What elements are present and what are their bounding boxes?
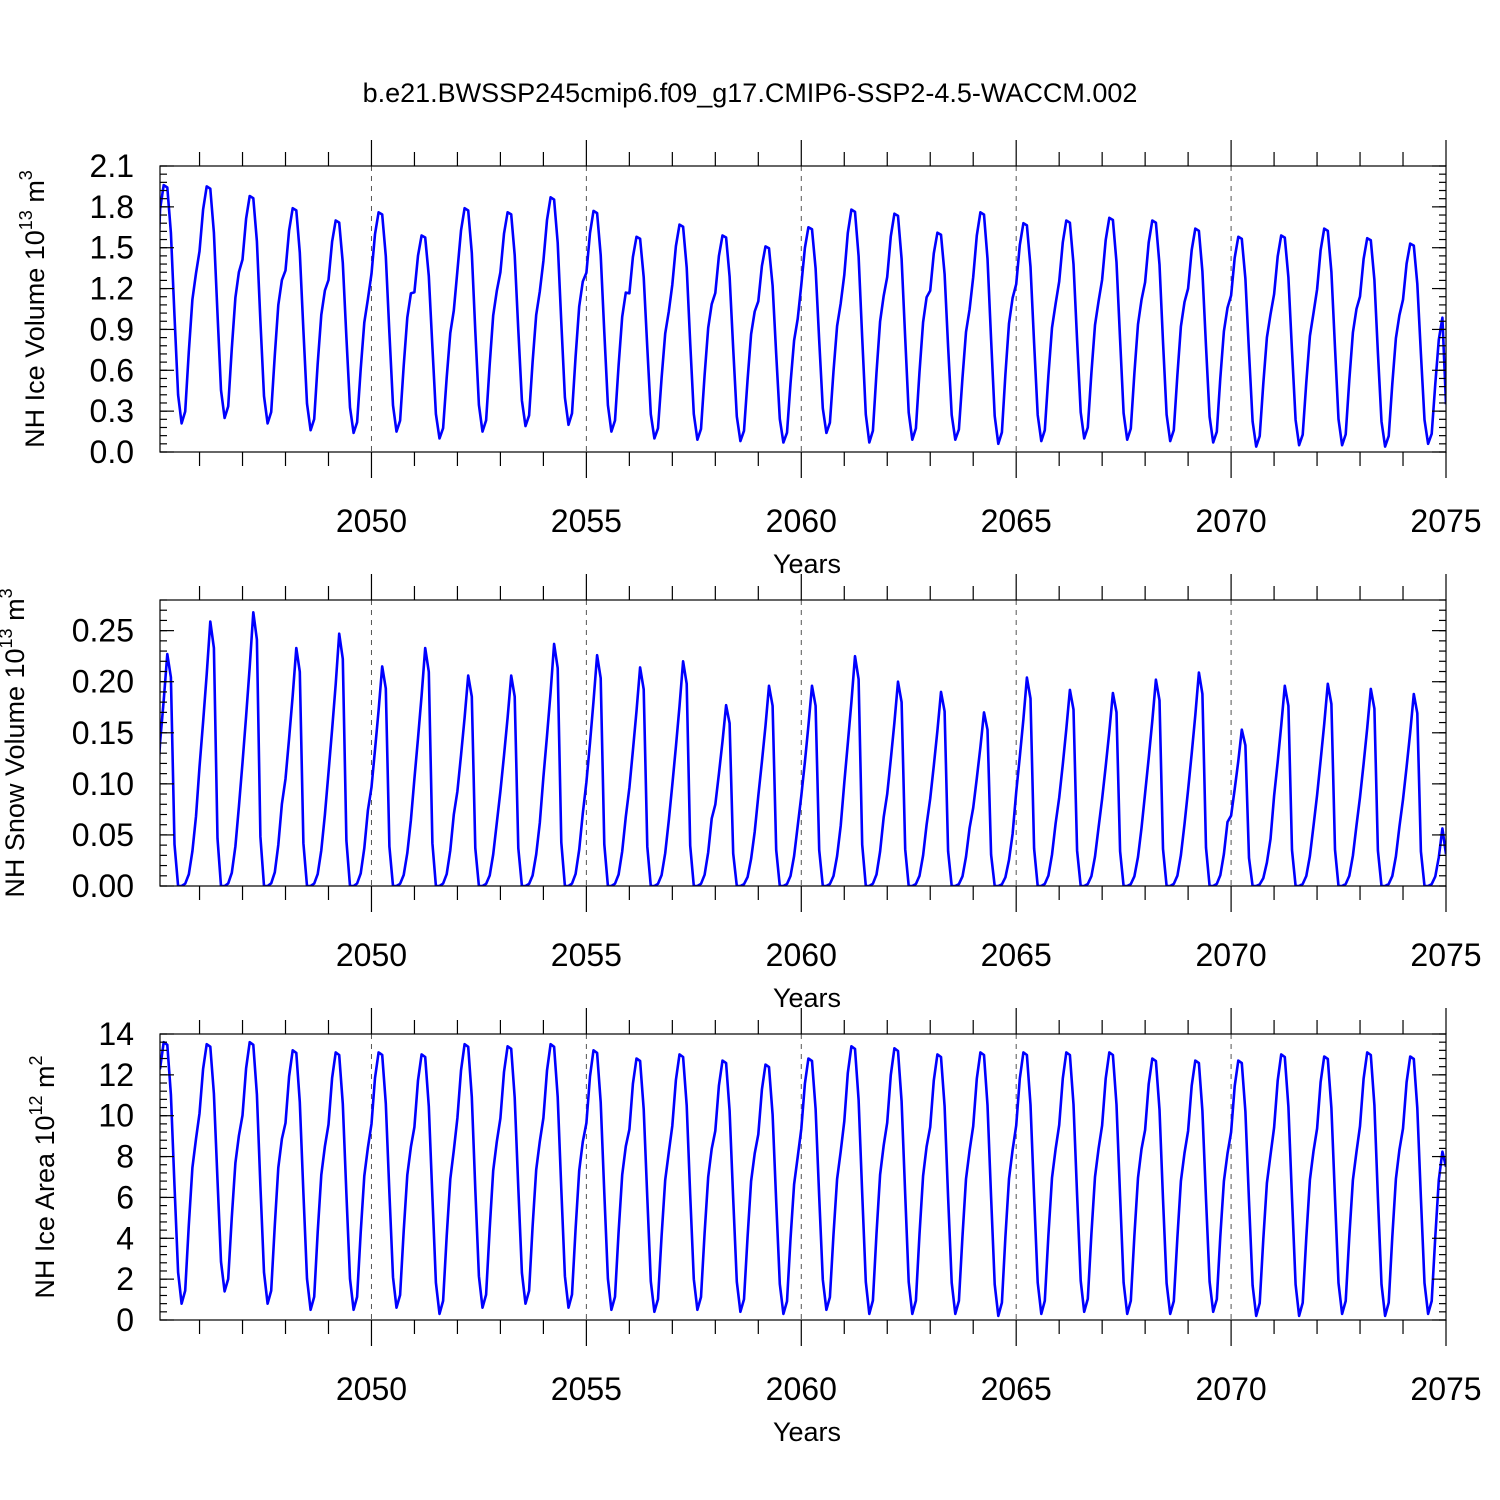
- chart-panel-ice_volume: 0.0 0.3 0.6 0.9 1.2 1.5 1.8 2.1 2050 2055 2060 2065…: [16, 140, 1482, 579]
- x-tick-label: 2055: [551, 503, 622, 539]
- y-tick-label: 0.10: [72, 766, 134, 802]
- chart-panel-ice_area: 0 2 4 6 8 10 12 14 2050 2055 2060 2065 2070 2075 Years…: [26, 1008, 1482, 1447]
- x-axis-label: Years: [773, 549, 841, 579]
- plot-frame: [159, 1033, 1447, 1321]
- x-tick-label: 2060: [766, 1371, 837, 1407]
- x-tick-label: 2050: [336, 503, 407, 539]
- y-tick-label: 0.20: [72, 664, 134, 700]
- x-tick-label: 2065: [981, 937, 1052, 973]
- y-axis-label-exponent: 13: [16, 210, 36, 230]
- y-tick-label: 14: [98, 1016, 134, 1052]
- y-axis-label: NH Snow Volume 1013 m3: [0, 588, 30, 897]
- y-tick-label: 1.2: [90, 271, 134, 307]
- y-axis-label: NH Ice Area 1012 m2: [26, 1055, 60, 1298]
- y-tick-label: 0.25: [72, 613, 134, 649]
- y-tick-label: 2.1: [90, 148, 134, 184]
- chart-panel-snow_volume: 0.00 0.05 0.10 0.15 0.20 0.25 2050 2055 2060 2065…: [0, 574, 1482, 1013]
- y-tick-label: 0.15: [72, 715, 134, 751]
- y-axis-label-unit-exponent: 3: [16, 170, 36, 180]
- plot-frame: [159, 599, 1447, 887]
- y-tick-label: 0.0: [90, 434, 134, 470]
- y-axis-label-unit: m: [0, 598, 30, 628]
- x-tick-label: 2060: [766, 503, 837, 539]
- y-tick-label: 0.6: [90, 352, 134, 388]
- x-tick-label: 2055: [551, 1371, 622, 1407]
- y-tick-label: 0: [116, 1302, 134, 1338]
- y-axis-label-exponent: 13: [0, 628, 16, 648]
- y-axis-label-unit-exponent: 3: [0, 588, 16, 598]
- x-tick-label: 2070: [1195, 937, 1266, 973]
- y-tick-label: 1.5: [90, 230, 134, 266]
- series-line-ice_area: [160, 1040, 1446, 1318]
- y-tick-label: 12: [98, 1057, 134, 1093]
- y-tick-label: 0.00: [72, 868, 134, 904]
- y-tick-label: 4: [116, 1220, 134, 1256]
- x-tick-label: 2075: [1410, 937, 1481, 973]
- x-tick-label: 2065: [981, 503, 1052, 539]
- x-tick-label: 2055: [551, 937, 622, 973]
- series-line-snow_volume: [160, 611, 1446, 886]
- y-axis-label-main: NH Ice Volume 10: [20, 230, 50, 448]
- y-tick-label: 6: [116, 1179, 134, 1215]
- y-tick-label: 0.05: [72, 817, 134, 853]
- x-tick-label: 2060: [766, 937, 837, 973]
- y-tick-label: 8: [116, 1139, 134, 1175]
- x-tick-label: 2065: [981, 1371, 1052, 1407]
- series-line-ice_volume: [160, 183, 1446, 448]
- y-axis-label-unit-exponent: 2: [26, 1055, 46, 1065]
- y-axis-label-exponent: 12: [26, 1095, 46, 1115]
- plot-frame: [159, 165, 1447, 453]
- x-axis-label: Years: [773, 1417, 841, 1447]
- y-axis-label: NH Ice Volume 1013 m3: [16, 170, 50, 448]
- y-axis-label-unit: m: [30, 1065, 60, 1095]
- x-tick-label: 2070: [1195, 1371, 1266, 1407]
- y-tick-label: 10: [98, 1098, 134, 1134]
- x-tick-label: 2050: [336, 937, 407, 973]
- y-axis-label-unit: m: [20, 180, 50, 210]
- figure-title: b.e21.BWSSP245cmip6.f09_g17.CMIP6-SSP2-4…: [363, 78, 1138, 108]
- y-tick-label: 0.3: [90, 393, 134, 429]
- x-tick-label: 2075: [1410, 503, 1481, 539]
- x-tick-label: 2070: [1195, 503, 1266, 539]
- y-axis-label-main: NH Snow Volume 10: [0, 648, 30, 897]
- x-tick-label: 2050: [336, 1371, 407, 1407]
- y-tick-label: 2: [116, 1261, 134, 1297]
- y-tick-label: 0.9: [90, 311, 134, 347]
- y-axis-label-main: NH Ice Area 10: [30, 1115, 60, 1298]
- x-axis-label: Years: [773, 983, 841, 1013]
- x-tick-label: 2075: [1410, 1371, 1481, 1407]
- y-tick-label: 1.8: [90, 189, 134, 225]
